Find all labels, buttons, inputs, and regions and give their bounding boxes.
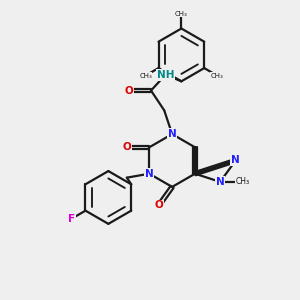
Text: N: N (216, 177, 224, 187)
Text: N: N (231, 155, 240, 166)
Text: CH₃: CH₃ (175, 11, 188, 16)
Text: NH: NH (157, 70, 174, 80)
Text: CH₃: CH₃ (139, 73, 152, 79)
Text: O: O (122, 142, 131, 152)
Text: O: O (154, 200, 163, 210)
Text: N: N (168, 129, 176, 139)
Text: N: N (145, 169, 154, 179)
Text: O: O (124, 85, 133, 95)
Text: F: F (68, 214, 75, 224)
Text: CH₃: CH₃ (236, 177, 250, 186)
Text: CH₃: CH₃ (211, 73, 224, 79)
